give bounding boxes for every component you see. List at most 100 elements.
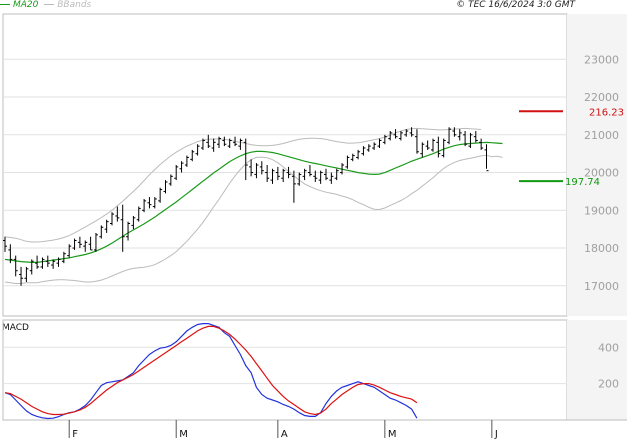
- ohlc-bar: [233, 136, 238, 147]
- price-y-axis: 17000 18000 19000 20000 21000 22000 23000: [584, 53, 619, 292]
- ohlc-bar: [211, 138, 216, 152]
- ohlc-bar: [382, 134, 387, 145]
- ohlc-bar: [334, 168, 339, 181]
- price-tick-label: 20000: [584, 167, 619, 180]
- ohlc-bar: [51, 259, 56, 269]
- price-axis-background: [567, 14, 627, 316]
- legend-ma20: MA20: [13, 0, 39, 10]
- price-grid: [2, 13, 627, 317]
- price-tick-label: 17000: [584, 280, 619, 293]
- ohlc-bar: [249, 159, 254, 177]
- copyright-label: © TEC 16/6/2024 3:0 GMT: [456, 0, 575, 10]
- ohlc-bar: [131, 215, 136, 230]
- ohlc-bar: [431, 138, 435, 152]
- bbands-lower-line: [4, 154, 503, 284]
- ohlc-bar: [152, 197, 157, 209]
- ohlc-bar: [8, 244, 13, 264]
- ohlc-bar: [473, 131, 478, 143]
- macd-y-axis: 200 400: [598, 341, 619, 390]
- ohlc-bar: [115, 206, 120, 222]
- resistance-label: 216.23: [589, 107, 624, 118]
- ohlc-bar: [414, 129, 419, 154]
- ohlc-bar: [243, 138, 248, 181]
- ohlc-bar: [463, 131, 468, 147]
- ohlc-bar: [313, 170, 318, 182]
- ohlc-bar: [447, 127, 452, 145]
- ohlc-bar: [425, 140, 430, 150]
- price-tick-label: 21000: [584, 129, 619, 142]
- ohlc-bar: [93, 232, 98, 252]
- ohlc-bar: [436, 136, 441, 158]
- ohlc-bar: [13, 255, 18, 277]
- ohlc-bar: [409, 127, 414, 137]
- ohlc-bar: [361, 146, 366, 156]
- ohlc-bar: [366, 144, 371, 152]
- ohlc-bar: [259, 161, 264, 175]
- price-annotations: 216.23 197.74: [519, 107, 624, 188]
- ohlc-bar: [265, 165, 270, 182]
- ohlc-bar: [56, 257, 61, 267]
- price-tick-label: 19000: [584, 204, 619, 217]
- ohlc-bar: [222, 136, 227, 147]
- ohlc-bar: [40, 257, 45, 269]
- x-tick-label: F: [72, 429, 78, 440]
- ohlc-bar: [388, 131, 393, 141]
- ohlc-bar: [142, 198, 147, 213]
- ohlc-bar: [45, 255, 50, 267]
- ohlc-bar: [307, 165, 312, 177]
- ohlc-bar: [356, 149, 361, 160]
- ohlc-bar: [147, 197, 152, 209]
- ohlc-bar: [275, 166, 280, 181]
- macd-signal-line: [4, 325, 418, 416]
- ohlc-bar: [88, 236, 93, 251]
- ohlc-bar: [83, 240, 88, 252]
- ohlc-bar: [404, 129, 409, 137]
- ohlc-bar: [67, 244, 72, 258]
- ohlc-bar: [297, 172, 302, 186]
- ohlc-bar: [329, 172, 334, 184]
- ohlc-bar: [398, 131, 403, 141]
- ohlc-bar: [126, 221, 131, 241]
- ohlc-bar: [136, 206, 141, 222]
- ohlc-bar: [254, 163, 259, 179]
- ohlc-bar: [104, 219, 109, 233]
- price-tick-label: 22000: [584, 91, 619, 104]
- ohlc-bar: [168, 174, 173, 186]
- ohlc-bar: [377, 138, 382, 149]
- bbands-upper-line: [4, 127, 482, 243]
- macd-line: [4, 323, 418, 420]
- ohlc-bar: [393, 129, 398, 139]
- ohlc-bar: [3, 236, 7, 252]
- ohlc-bar: [270, 168, 275, 184]
- ohlc-bar: [200, 138, 205, 150]
- macd-tick-label: 200: [598, 378, 619, 391]
- ohlc-bar: [318, 170, 323, 184]
- ohlc-bar: [174, 165, 179, 181]
- ohlc-bar: [457, 129, 462, 141]
- ohlc-bar: [345, 155, 350, 169]
- ohlc-bar: [302, 168, 307, 181]
- x-tick-label: A: [281, 429, 288, 440]
- macd-axis-background: [567, 320, 627, 420]
- ohlc-bar: [158, 187, 163, 203]
- ohlc-bar: [29, 259, 34, 275]
- legend: MA20 BBands: [0, 0, 91, 11]
- ohlc-bar: [281, 168, 286, 182]
- ohlc-bar: [72, 238, 77, 250]
- ohlc-bar: [468, 132, 473, 149]
- ohlc-bar: [206, 134, 211, 149]
- ohlc-bar: [77, 236, 82, 249]
- ohlc-bar: [452, 127, 457, 137]
- macd-title: MACD: [2, 323, 29, 333]
- ohlc-bar: [484, 144, 489, 172]
- ohlc-bar: [99, 225, 104, 239]
- ohlc-bar: [286, 166, 291, 179]
- ohlc-bar: [35, 255, 40, 269]
- bollinger-bands: [4, 127, 503, 284]
- macd-lines: [4, 323, 418, 420]
- macd-grid: [2, 319, 627, 421]
- ohlc-bar: [324, 168, 328, 181]
- ohlc-bar: [420, 142, 425, 158]
